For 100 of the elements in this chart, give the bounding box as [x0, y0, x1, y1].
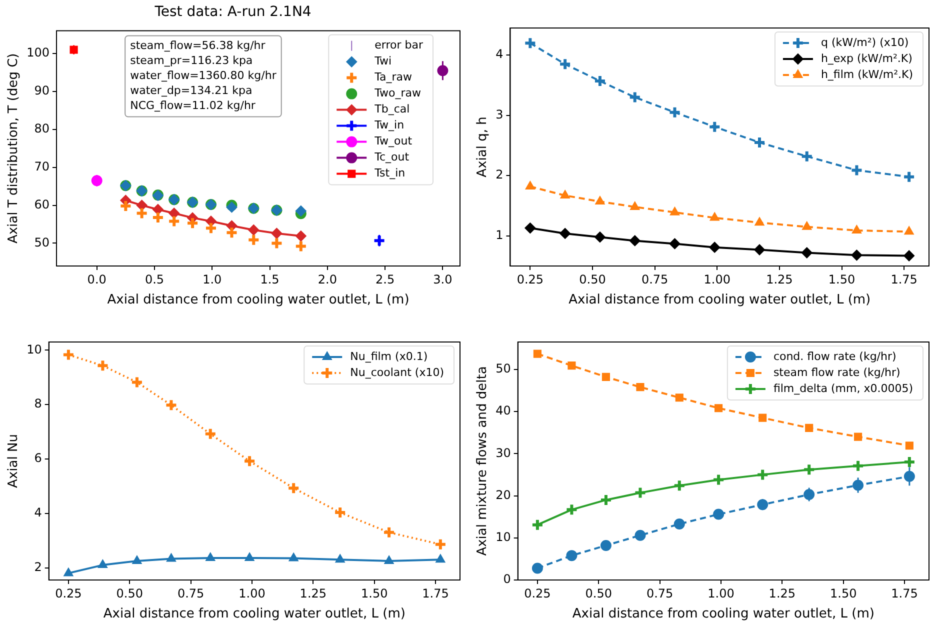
point [904, 226, 914, 235]
x-tick-label: 1.25 [768, 586, 796, 600]
point [247, 233, 260, 246]
point [136, 200, 148, 211]
point [186, 216, 200, 230]
y-axis-title: Axial q, h [475, 116, 490, 178]
y-tick-label: 20 [496, 488, 511, 502]
point [372, 234, 386, 248]
point [295, 230, 306, 242]
point [560, 190, 570, 199]
point [288, 552, 298, 562]
point [850, 164, 864, 177]
y-tick-label: 70 [34, 159, 50, 174]
point [756, 468, 770, 482]
legend-label: steam flow rate (kg/hr) [773, 366, 900, 379]
point [565, 503, 578, 516]
legend-label: cond. flow rate (kg/hr) [773, 350, 896, 363]
legend-label: Tw_in [374, 118, 404, 132]
point [634, 486, 647, 500]
x-tick-label: 0.25 [524, 586, 551, 600]
point [634, 530, 646, 541]
legend-label: h_exp (kW/m².K) [820, 52, 912, 65]
y-tick-label: 2 [496, 168, 504, 182]
point [64, 568, 74, 576]
x-tick-label: 0.75 [177, 586, 204, 600]
x-tick-label: 1.00 [708, 586, 734, 600]
legend-label: Ta_raw [374, 70, 412, 84]
x-tick-label: 0.50 [116, 586, 143, 600]
point [164, 398, 178, 412]
point [753, 136, 766, 149]
point [525, 180, 536, 190]
point [166, 553, 176, 562]
point [168, 214, 181, 228]
y-axis-title: Axial T distribution, T (deg C) [6, 53, 22, 244]
point [593, 74, 606, 88]
legend-label: error bar [374, 38, 424, 52]
chart-title: Test data: A-run 2.1N4 [154, 4, 312, 20]
point [382, 526, 396, 539]
y-tick-label: 3 [496, 107, 504, 122]
y-tick-label: 10 [26, 342, 42, 356]
x-tick-label: 0.75 [646, 586, 674, 600]
x-tick-label: 1.00 [238, 586, 266, 600]
legend-label: Twi [374, 54, 392, 68]
x-tick-label: 0.75 [641, 272, 668, 286]
x-tick-label: 0.0 [87, 272, 106, 286]
point [98, 560, 108, 568]
point [629, 235, 640, 246]
x-tick-label: 1.50 [828, 272, 856, 286]
point [151, 210, 164, 224]
point [802, 221, 812, 230]
point [852, 224, 862, 234]
x-axis-title: Axial distance from cooling water outlet, L (m) [572, 606, 874, 622]
point [566, 550, 578, 562]
point [91, 175, 102, 186]
legend-label: Tc_out [374, 150, 410, 164]
point [119, 200, 132, 213]
point [754, 217, 764, 226]
x-axis-title: Axial distance from cooling water outlet, L (m) [568, 292, 871, 308]
y-tick-label: 50 [34, 235, 50, 250]
point [152, 204, 164, 215]
point [595, 196, 605, 205]
x-tick-label: 1.25 [766, 272, 793, 286]
point [558, 58, 572, 71]
point [294, 240, 308, 253]
point [243, 454, 256, 468]
point [805, 424, 814, 432]
y-tick-label: 6 [34, 451, 42, 466]
point [674, 518, 685, 530]
point [524, 222, 536, 234]
point [568, 362, 576, 370]
y-tick-label: 30 [496, 446, 511, 460]
point [672, 479, 686, 492]
y-axis-title: Axial mixture flows and delta [475, 366, 490, 556]
point [905, 442, 914, 450]
point [708, 120, 722, 134]
annotation: water_dp=134.21 kpa [130, 84, 252, 98]
point [434, 538, 447, 551]
legend-label: Nu_coolant (x10) [350, 366, 444, 379]
point [244, 552, 254, 561]
point [62, 348, 75, 362]
point [335, 554, 345, 563]
legend-label: h_film (kW/m².K) [820, 68, 914, 81]
point [852, 480, 864, 491]
y-tick-label: 100 [26, 46, 50, 60]
x-tick-label: 2.5 [376, 272, 395, 286]
point [710, 212, 720, 221]
point [628, 90, 642, 104]
y-tick-label: 60 [34, 197, 50, 212]
point [669, 238, 680, 250]
x-tick-label: 1.5 [260, 272, 280, 286]
legend-label: film_delta (mm, x0.0005) [773, 382, 913, 395]
point [225, 226, 238, 240]
point [757, 499, 768, 510]
y-tick-label: 10 [496, 530, 511, 544]
x-tick-label: 1.00 [704, 272, 730, 286]
y-tick-label: 1 [496, 228, 504, 242]
point [714, 404, 723, 412]
point [800, 150, 814, 163]
point [712, 473, 726, 486]
point [533, 350, 542, 358]
